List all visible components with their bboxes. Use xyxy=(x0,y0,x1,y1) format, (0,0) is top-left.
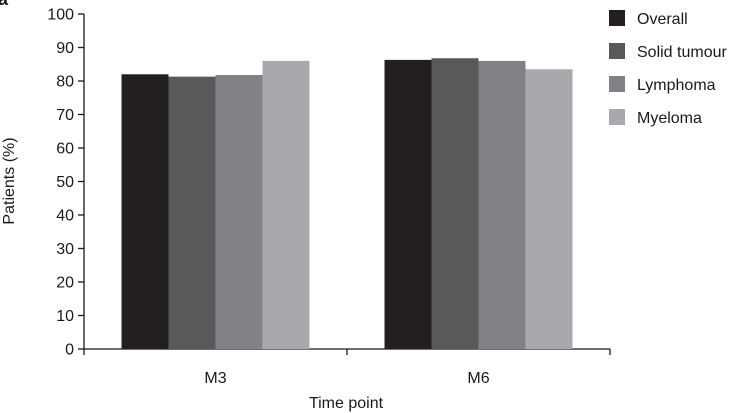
bar-lymphoma-m6 xyxy=(478,60,526,350)
y-tick-label: 10 xyxy=(56,308,74,325)
legend-swatch xyxy=(609,109,625,125)
legend-label: Lymphoma xyxy=(637,77,716,94)
y-tick-label: 80 xyxy=(56,74,74,91)
x-axis: M3 M6 xyxy=(83,348,611,387)
y-tick-label: 100 xyxy=(47,7,74,24)
y-axis: 0 10 20 30 40 50 60 70 80 90 100 xyxy=(47,7,85,359)
legend-label: Overall xyxy=(637,11,688,28)
bar-overall-m6 xyxy=(384,59,432,350)
y-tick-label: 20 xyxy=(56,275,74,292)
y-tick-label: 70 xyxy=(56,107,74,124)
bar-myeloma-m6 xyxy=(525,69,573,350)
legend-swatch xyxy=(609,76,625,92)
x-axis-title: Time point xyxy=(309,395,384,412)
y-tick-label: 30 xyxy=(56,241,74,258)
legend-swatch xyxy=(609,10,625,26)
legend: Overall Solid tumour Lymphoma Myeloma xyxy=(609,10,727,127)
y-tick-label: 60 xyxy=(56,141,74,158)
legend-swatch xyxy=(609,43,625,59)
y-tick-label: 50 xyxy=(56,174,74,191)
y-tick-label: 40 xyxy=(56,208,74,225)
bar-solid-tumour-m3 xyxy=(168,76,216,350)
bar-overall-m3 xyxy=(121,74,169,350)
legend-label: Myeloma xyxy=(637,110,702,127)
x-tick-label: M3 xyxy=(204,370,226,387)
y-axis-title: Patients (%) xyxy=(1,137,18,224)
bars xyxy=(121,58,573,350)
x-tick-label: M6 xyxy=(467,370,489,387)
bar-lymphoma-m3 xyxy=(215,74,263,349)
y-tick-label: 0 xyxy=(65,342,74,359)
panel-label: a xyxy=(0,0,9,9)
y-tick-label: 90 xyxy=(56,40,74,57)
bar-myeloma-m3 xyxy=(262,60,310,350)
bar-solid-tumour-m6 xyxy=(431,58,479,349)
legend-label: Solid tumour xyxy=(637,44,727,61)
